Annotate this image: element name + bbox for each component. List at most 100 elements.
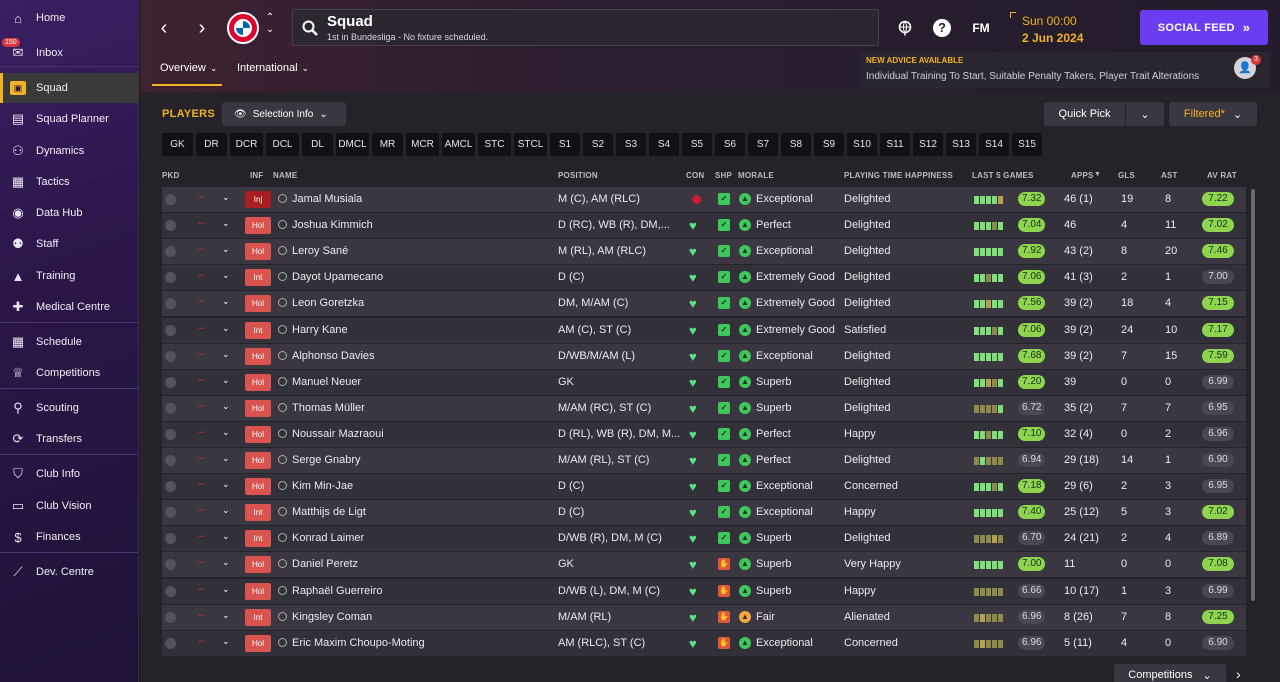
row-menu-chevron-icon[interactable]: ⌄ <box>222 505 230 516</box>
col-last5[interactable]: LAST 5 GAMES <box>972 171 1034 180</box>
player-name[interactable]: Konrad Laimer <box>292 532 365 545</box>
selection-info-dropdown[interactable]: 👁 Selection Info ⌄ <box>222 102 346 126</box>
player-name[interactable]: Dayot Upamecano <box>292 271 384 284</box>
sidebar-item-staff[interactable]: ⚉ Staff <box>0 229 139 259</box>
position-button-mr[interactable]: MR <box>372 133 403 156</box>
player-name[interactable]: Serge Gnabry <box>292 454 361 466</box>
pick-checkbox[interactable] <box>165 298 176 310</box>
row-menu-chevron-icon[interactable]: ⌄ <box>222 192 230 202</box>
tab-overview[interactable]: Overview ⌄ <box>160 62 217 74</box>
fm-menu-button[interactable]: FM <box>972 21 990 35</box>
player-name[interactable]: Matthijs de Ligt <box>292 506 366 519</box>
player-name[interactable]: Leon Goretzka <box>292 297 365 310</box>
info-badge[interactable]: Hol <box>245 243 271 261</box>
sidebar-item-finances[interactable]: $ Finances <box>0 522 139 552</box>
table-row[interactable]: – ⌄ Hol Manuel Neuer GK ♥ ✓ ▲ Superb Delighted 7.2… <box>162 369 1246 395</box>
row-menu-chevron-icon[interactable]: ⌄ <box>222 531 230 542</box>
info-badge[interactable]: Hol <box>245 399 271 417</box>
position-button-dr[interactable]: DR <box>196 133 227 156</box>
position-button-s14[interactable]: S14 <box>979 133 1009 156</box>
assistant-avatar-icon[interactable]: 👤 <box>1234 57 1256 79</box>
sidebar-item-schedule[interactable]: ▦ Schedule <box>0 327 139 357</box>
player-name[interactable]: Thomas Müller <box>292 401 365 414</box>
player-name[interactable]: Joshua Kimmich <box>292 219 373 232</box>
position-button-s9[interactable]: S9 <box>814 133 844 156</box>
position-button-s5[interactable]: S5 <box>682 133 712 156</box>
social-feed-button[interactable]: SOCIAL FEED » <box>1140 10 1268 45</box>
position-button-dcr[interactable]: DCR <box>230 133 263 156</box>
info-badge[interactable]: Inj <box>245 191 271 208</box>
player-name[interactable]: Alphonso Davies <box>292 349 375 362</box>
player-name[interactable]: Jamal Musiala <box>292 193 363 205</box>
sidebar-item-squad-planner[interactable]: ▤ Squad Planner <box>0 104 139 134</box>
row-menu-chevron-icon[interactable]: ⌄ <box>222 374 230 385</box>
position-button-s7[interactable]: S7 <box>748 133 778 156</box>
position-button-s1[interactable]: S1 <box>550 133 580 156</box>
pick-checkbox[interactable] <box>165 585 176 597</box>
quick-pick-control[interactable]: Quick Pick ⌄ <box>1044 102 1164 126</box>
pick-checkbox[interactable] <box>165 220 176 232</box>
table-row[interactable]: – ⌄ Hol Noussair Mazraoui D (RL), WB (R), DM… <box>162 421 1246 447</box>
sidebar-item-tactics[interactable]: ▦ Tactics <box>0 167 139 197</box>
pick-checkbox[interactable] <box>165 559 176 571</box>
sidebar-item-squad[interactable]: ▣ Squad <box>0 73 139 103</box>
row-menu-chevron-icon[interactable]: ⌄ <box>222 557 230 568</box>
player-name[interactable]: Kim Min-Jae <box>292 480 354 493</box>
help-icon[interactable]: ? <box>932 17 952 39</box>
row-menu-chevron-icon[interactable]: ⌄ <box>222 270 230 281</box>
position-button-stc[interactable]: STC <box>478 133 511 156</box>
pick-checkbox[interactable] <box>165 507 176 519</box>
col-shp[interactable]: SHP <box>715 171 733 180</box>
col-gls[interactable]: GLS <box>1118 171 1136 180</box>
position-button-dcl[interactable]: DCL <box>266 133 299 156</box>
quick-pick-button[interactable]: Quick Pick <box>1044 102 1126 126</box>
info-badge[interactable]: Int <box>245 608 271 626</box>
info-badge[interactable]: Hol <box>245 217 271 235</box>
pick-checkbox[interactable] <box>165 455 176 466</box>
sidebar-item-transfers[interactable]: ⟳ Transfers <box>0 424 139 454</box>
player-name[interactable]: Manuel Neuer <box>292 375 362 388</box>
row-menu-chevron-icon[interactable]: ⌄ <box>222 348 230 359</box>
table-row[interactable]: – ⌄ Hol Thomas Müller M/AM (RC), ST (C) ♥ ✓ ▲ Su… <box>162 395 1246 421</box>
table-row[interactable]: – ⌄ Int Dayot Upamecano D (C) ♥ ✓ ▲ Extremely Go… <box>162 265 1246 291</box>
pick-checkbox[interactable] <box>165 481 176 493</box>
position-button-mcr[interactable]: MCR <box>406 133 439 156</box>
position-button-stcl[interactable]: STCL <box>514 133 547 156</box>
row-menu-chevron-icon[interactable]: ⌄ <box>222 218 230 229</box>
info-badge[interactable]: Hol <box>245 347 271 365</box>
table-row[interactable]: – ⌄ Int Konrad Laimer D/WB (R), DM, M (C) ♥ ✓ ▲… <box>162 526 1246 552</box>
position-button-s12[interactable]: S12 <box>913 133 943 156</box>
col-ast[interactable]: AST <box>1161 171 1178 180</box>
position-button-s15[interactable]: S15 <box>1012 133 1042 156</box>
position-button-gk[interactable]: GK <box>162 133 193 156</box>
row-menu-chevron-icon[interactable]: ⌄ <box>222 244 230 255</box>
info-badge[interactable]: Int <box>245 504 271 522</box>
col-inf[interactable]: INF <box>250 171 264 180</box>
table-row[interactable]: – ⌄ Hol Raphaël Guerreiro D/WB (L), DM, M (C… <box>162 578 1246 604</box>
player-name[interactable]: Raphaël Guerreiro <box>292 584 383 597</box>
position-button-dl[interactable]: DL <box>302 133 333 156</box>
player-name[interactable]: Kingsley Coman <box>292 610 373 623</box>
info-badge[interactable]: Hol <box>245 425 271 443</box>
info-badge[interactable]: Hol <box>245 373 271 391</box>
forward-button[interactable]: › <box>198 16 206 39</box>
pick-checkbox[interactable] <box>165 272 176 284</box>
back-button[interactable]: ‹ <box>160 16 168 39</box>
info-badge[interactable]: Int <box>245 321 271 339</box>
pick-checkbox[interactable] <box>165 376 176 388</box>
sidebar-item-dynamics[interactable]: ⚇ Dynamics <box>0 136 139 166</box>
sidebar-item-training[interactable]: ▲ Training <box>0 261 139 291</box>
row-menu-chevron-icon[interactable]: ⌄ <box>222 479 230 490</box>
col-position[interactable]: POSITION <box>558 171 598 180</box>
info-badge[interactable]: Int <box>245 530 271 548</box>
table-row[interactable]: – ⌄ Hol Leroy Sané M (RL), AM (RLC) ♥ ✓ ▲ Except… <box>162 239 1246 265</box>
table-row[interactable]: – ⌄ Hol Serge Gnabry M/AM (RL), ST (C) ♥ ✓ ▲ Per… <box>162 448 1246 473</box>
col-morale[interactable]: MORALE <box>738 171 774 180</box>
pick-checkbox[interactable] <box>165 637 176 649</box>
position-button-s10[interactable]: S10 <box>847 133 877 156</box>
player-name[interactable]: Noussair Mazraoui <box>292 427 384 440</box>
col-pkd[interactable]: PKD <box>162 171 180 180</box>
sidebar-item-scouting[interactable]: ⚲ Scouting <box>0 393 139 423</box>
row-menu-chevron-icon[interactable]: ⌄ <box>222 322 230 333</box>
advice-panel[interactable]: NEW ADVICE AVAILABLE Individual Training… <box>860 52 1270 88</box>
